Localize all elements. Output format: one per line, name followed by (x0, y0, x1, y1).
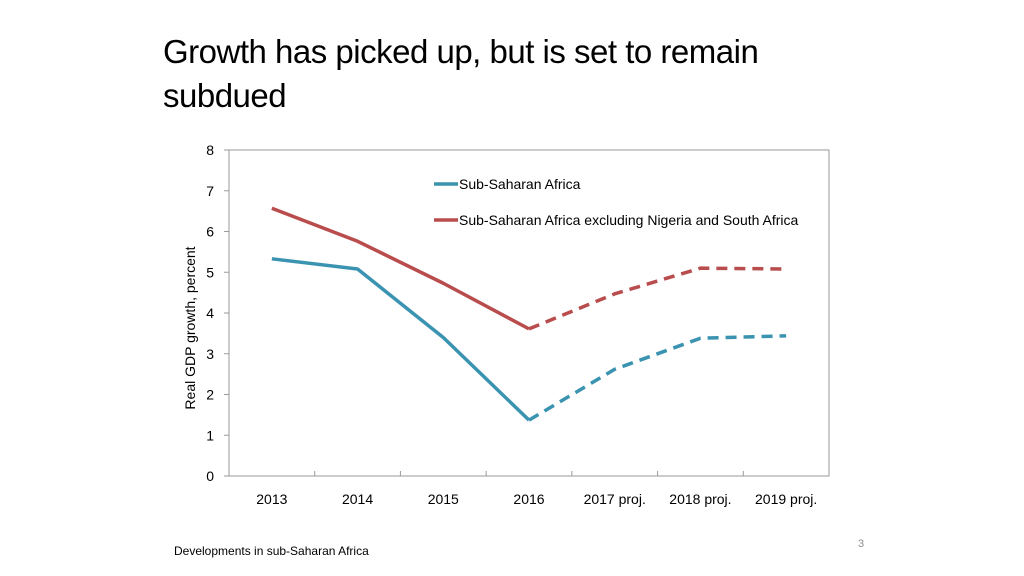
gdp-growth-line-chart: 0 1 2 3 4 5 6 7 8 2013 2014 2015 2016 2017 proj. 2018 … (182, 142, 830, 507)
x-tick-label: 2018 proj. (669, 491, 731, 507)
y-tick-label: 2 (206, 387, 214, 403)
y-tick-label: 8 (206, 142, 214, 158)
y-tick-label: 3 (206, 346, 214, 362)
legend-label-0: Sub-Saharan Africa (459, 176, 581, 192)
x-tick-label: 2014 (342, 491, 373, 507)
y-tick-label: 6 (206, 224, 214, 240)
slide-title-line-2: subdued (163, 77, 287, 114)
page-number: 3 (858, 538, 865, 550)
footer-source: Developments in sub-Saharan Africa (174, 544, 369, 558)
y-tick-label: 7 (206, 183, 214, 199)
slide-title-line-1: Growth has picked up, but is set to rema… (163, 33, 759, 70)
y-tick-label: 1 (206, 427, 214, 443)
x-tick-label: 2016 (513, 491, 544, 507)
y-tick-label: 0 (206, 468, 214, 484)
slide-title: Growth has picked up, but is set to rema… (163, 30, 863, 118)
y-tick-label: 4 (206, 305, 214, 321)
x-tick-label: 2013 (256, 491, 287, 507)
legend-label-1: Sub-Saharan Africa excluding Nigeria and… (459, 212, 799, 228)
x-tick-label: 2019 proj. (755, 491, 817, 507)
series-line-actual-1 (271, 206, 530, 331)
series-line-projection-0 (528, 334, 787, 422)
x-tick-label: 2015 (428, 491, 459, 507)
y-tick-label: 5 (206, 264, 214, 280)
plot-frame (228, 149, 830, 477)
series-line-projection-1 (528, 266, 787, 331)
x-tick-label: 2017 proj. (584, 491, 646, 507)
y-axis-label: Real GDP growth, percent (182, 246, 198, 409)
series-line-actual-0 (271, 257, 531, 422)
